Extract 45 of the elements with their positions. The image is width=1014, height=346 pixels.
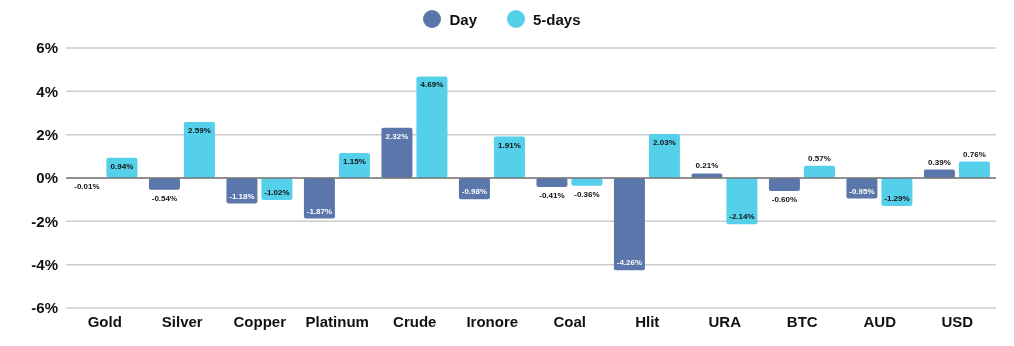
x-tick-label: Silver (161, 312, 203, 330)
y-tick-label: -6% (31, 299, 58, 317)
data-label: -0.60% (771, 195, 798, 204)
x-tick-label: Gold (87, 312, 122, 330)
data-label: 2.59% (188, 125, 211, 135)
x-tick-label: Hlit (635, 312, 660, 330)
data-label: -1.02% (264, 188, 290, 198)
y-tick-label: 6% (36, 39, 58, 57)
x-tick-label: Platinum (305, 312, 369, 330)
data-label: -4.26% (616, 258, 643, 268)
x-tick-label: AUD (863, 312, 897, 330)
x-tick-label: Copper (233, 312, 287, 330)
legend-label: Day (448, 10, 477, 28)
x-tick-label: BTC (786, 312, 818, 330)
data-label: -0.41% (539, 190, 565, 200)
data-label: 2.03% (653, 138, 676, 148)
x-tick-label: USD (941, 312, 974, 330)
data-label: 0.57% (808, 153, 831, 163)
data-label: 2.32% (385, 131, 409, 141)
data-label: -1.18% (229, 191, 255, 201)
data-label: 0.21% (695, 161, 719, 171)
x-tick-label: URA (708, 312, 742, 330)
data-label: 1.15% (343, 157, 366, 167)
y-tick-label: 0% (36, 169, 58, 187)
y-tick-label: 4% (36, 82, 58, 100)
data-label: -1.29% (884, 193, 910, 203)
data-label: 0.94% (110, 161, 134, 171)
data-label: 4.69% (420, 80, 444, 90)
data-label: -2.14% (729, 212, 755, 222)
data-label: -1.87% (306, 206, 333, 216)
data-label: -0.98% (461, 187, 488, 197)
data-label: 0.39% (928, 157, 951, 167)
y-tick-label: 2% (36, 125, 58, 143)
legend-label: 5-days (532, 10, 581, 28)
y-tick-label: -4% (31, 255, 58, 273)
data-label: -0.95% (849, 186, 875, 196)
data-label: 1.91% (498, 140, 521, 150)
y-tick-label: -2% (31, 212, 58, 230)
x-tick-label: Ironore (466, 312, 519, 330)
data-label: -0.01% (74, 182, 100, 192)
data-label: 0.76% (963, 149, 986, 159)
x-tick-label: Crude (393, 312, 437, 330)
data-label: -0.36% (574, 189, 600, 199)
x-tick-label: Coal (553, 312, 587, 330)
data-label: -0.54% (151, 193, 178, 203)
